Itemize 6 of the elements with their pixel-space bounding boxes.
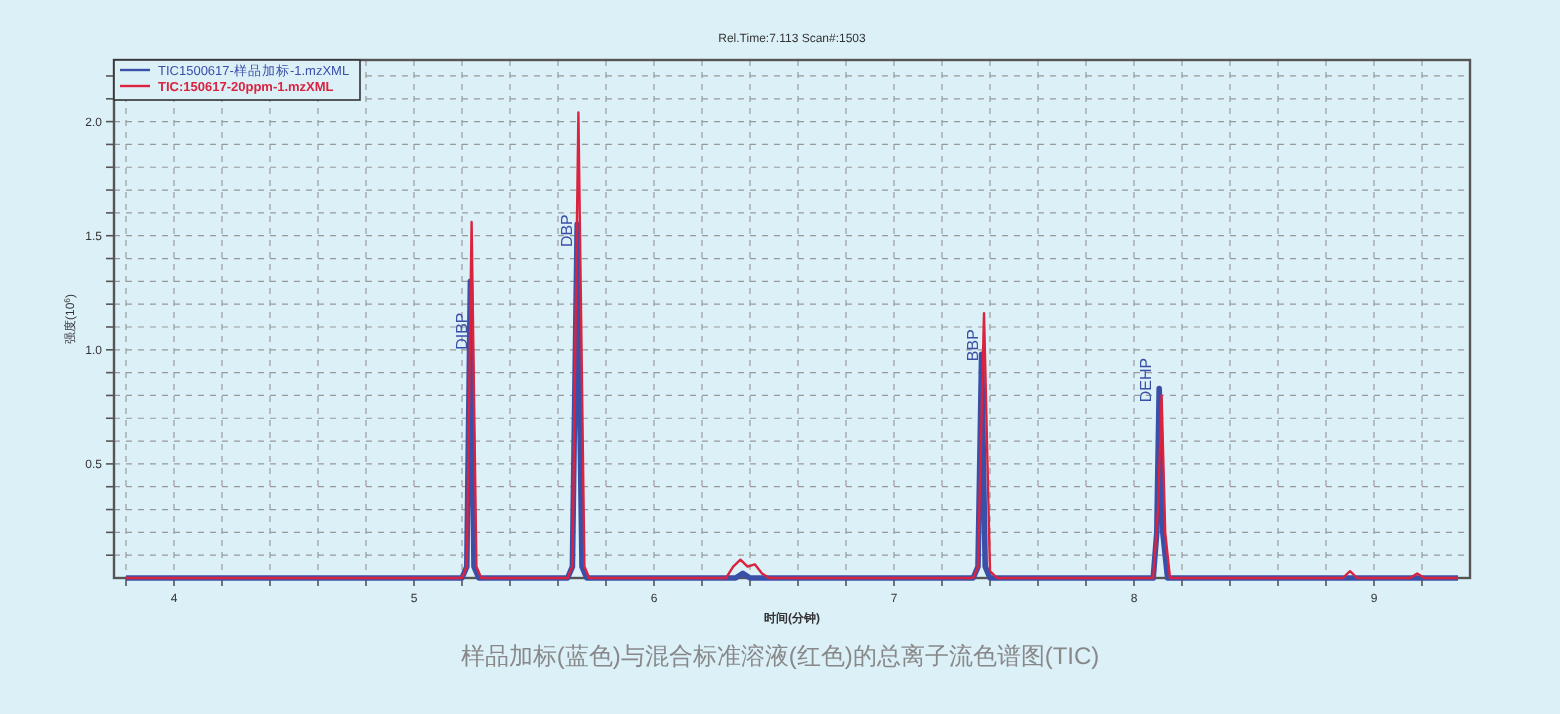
annotation: BBP xyxy=(964,329,982,362)
annotation: DBP xyxy=(558,214,577,248)
line-series xyxy=(124,111,1460,580)
annotation: DIBP xyxy=(452,312,471,350)
annotation: DEHP xyxy=(1136,357,1155,403)
text: 样品加标(蓝色)与混合标准溶液(红色)的总离子流色谱图(TIC) xyxy=(460,642,1100,670)
